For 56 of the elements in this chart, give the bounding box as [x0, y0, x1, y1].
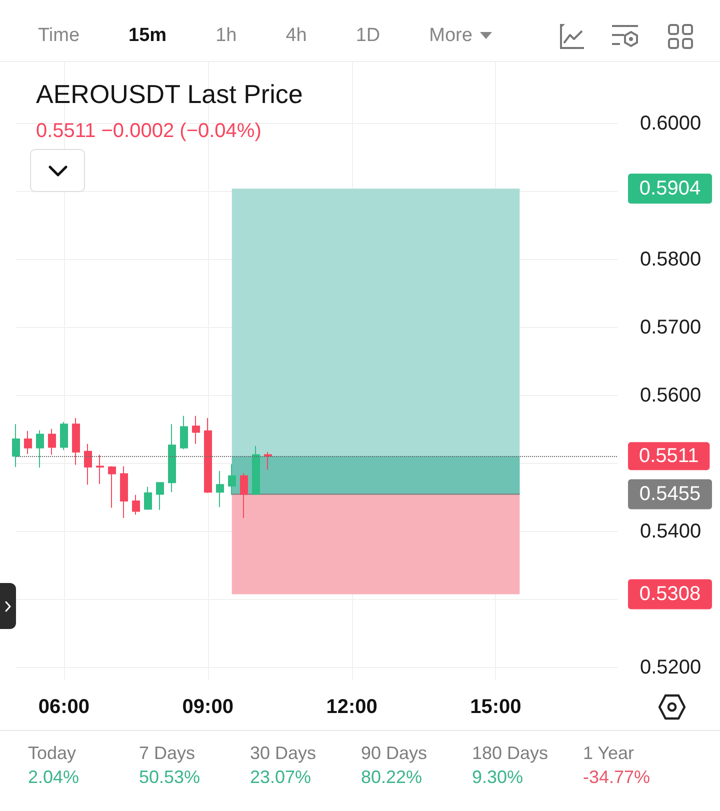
- text: 2.04%: [28, 766, 80, 789]
- y-tick-label: 0.5600: [640, 384, 702, 406]
- x-tick-label: 15:00: [470, 696, 522, 718]
- x-tick-label: 06:00: [38, 696, 90, 718]
- candlestick: [72, 417, 80, 466]
- y-tick-label: 0.6000: [640, 112, 702, 134]
- text: 4h: [286, 25, 307, 47]
- text: More: [429, 25, 472, 47]
- text: 1 Year: [583, 742, 636, 765]
- text: 7 Days: [139, 742, 196, 765]
- candlestick: [168, 424, 176, 493]
- candlestick: [216, 470, 224, 508]
- text: 180 Days: [472, 742, 548, 765]
- candlestick: [60, 422, 68, 450]
- text: 15m: [128, 25, 167, 47]
- candlestick: [240, 472, 248, 519]
- candlestick: [48, 428, 56, 456]
- text: 80.22%: [361, 766, 424, 789]
- text: 23.07%: [250, 766, 312, 789]
- candlestick: [192, 415, 200, 444]
- candlestick: [132, 494, 140, 516]
- candlestick: [120, 466, 128, 519]
- text: -34.77%: [583, 766, 650, 789]
- text: 30 Days: [250, 742, 316, 765]
- text: 9.30%: [472, 766, 524, 789]
- text: 0.5308: [639, 583, 701, 606]
- text: 0.5455: [639, 483, 701, 506]
- candlestick: [36, 430, 44, 468]
- text: Today: [28, 742, 78, 765]
- text: 1D: [356, 25, 380, 47]
- candlestick: [228, 464, 236, 496]
- candlestick: [96, 454, 104, 484]
- candlestick: [156, 482, 164, 510]
- candlestick: [252, 445, 260, 495]
- candlestick: [108, 466, 116, 508]
- candlestick: [24, 430, 32, 455]
- candlestick: [180, 415, 188, 450]
- text: Time: [38, 25, 80, 47]
- y-tick-label: 0.5700: [640, 316, 702, 338]
- y-tick-label: 0.5200: [640, 656, 702, 679]
- text: 90 Days: [361, 742, 428, 765]
- y-tick-label: 0.5800: [640, 248, 702, 270]
- ref-line-label: 0.5511: [639, 445, 699, 468]
- x-tick-label: 12:00: [326, 696, 378, 718]
- text: 50.53%: [139, 766, 200, 789]
- candlestick: [84, 443, 92, 486]
- candlestick: [264, 451, 272, 470]
- text: 1h: [216, 25, 237, 47]
- y-tick-label: 0.5400: [640, 520, 702, 543]
- x-tick-label: 09:00: [182, 696, 234, 718]
- candlestick: [12, 424, 20, 468]
- candlestick: [204, 417, 212, 494]
- candlestick: [144, 486, 152, 510]
- text: 0.5904: [639, 178, 701, 200]
- text: AEROUSDT Last Price: [36, 79, 303, 109]
- text: 0.5511 −0.0002 (−0.04%): [36, 120, 262, 142]
